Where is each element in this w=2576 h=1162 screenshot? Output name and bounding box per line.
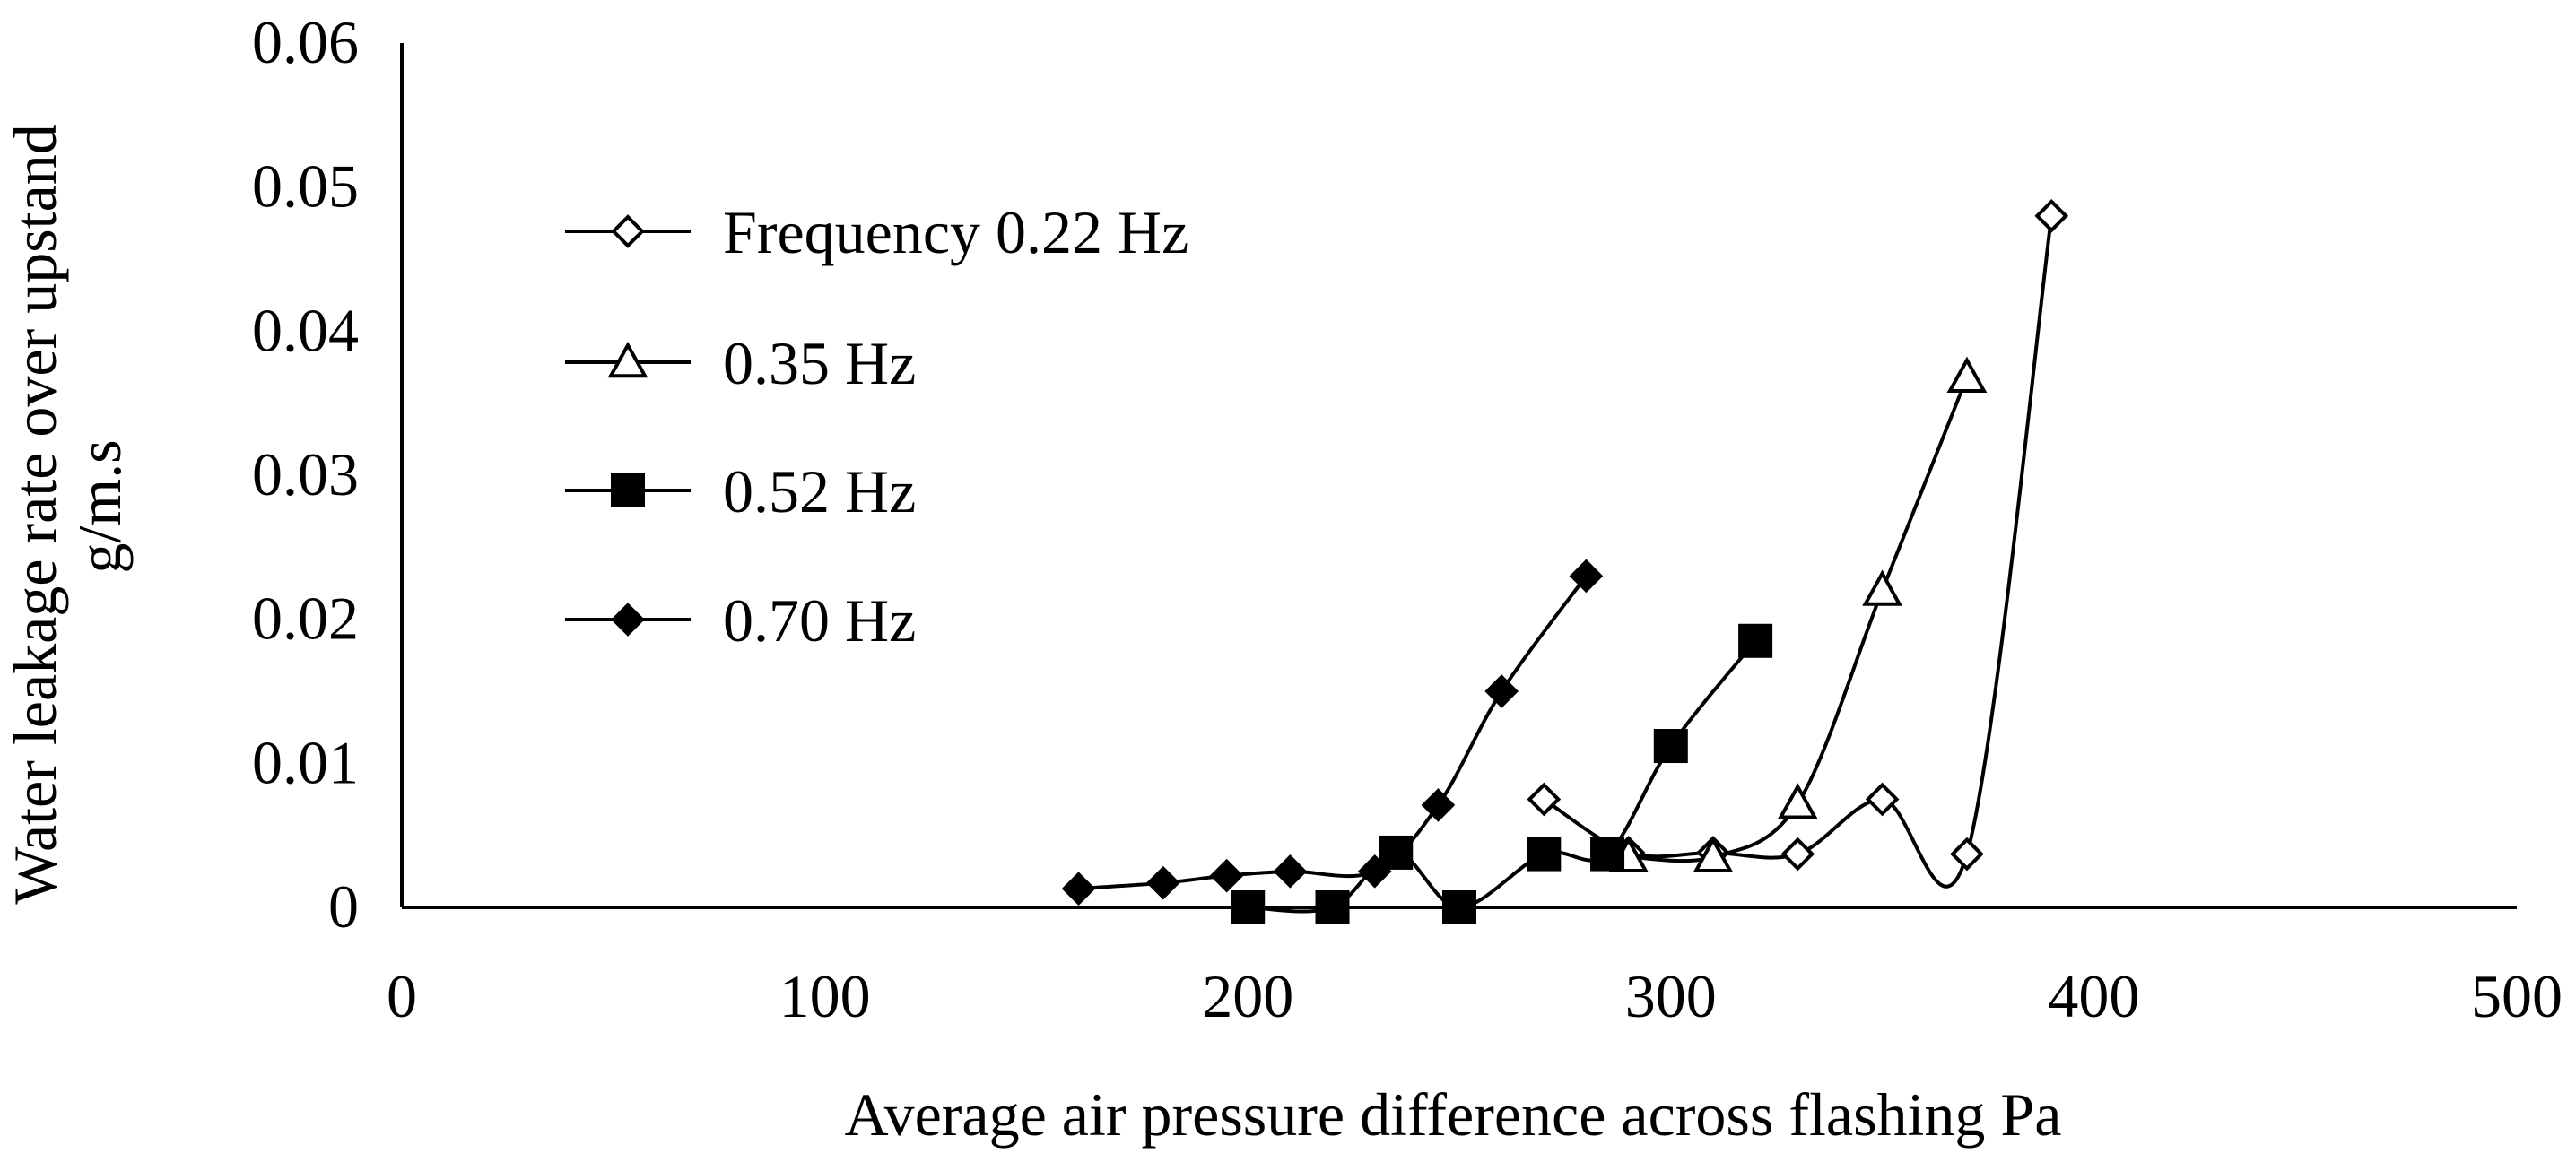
data-point — [1653, 729, 1688, 764]
data-point — [1862, 569, 1902, 606]
x-tick-label: 100 — [779, 962, 871, 1030]
legend-marker — [611, 473, 645, 507]
data-point — [1442, 890, 1476, 924]
data-point — [1209, 858, 1244, 893]
series-1 — [1527, 198, 2069, 889]
x-tick-label: 0 — [387, 962, 417, 1030]
y-axis-title-line-2: g/m.s — [65, 439, 134, 573]
data-point — [2034, 198, 2069, 233]
data-point — [1273, 854, 1308, 889]
y-tick-label: 0.05 — [252, 152, 359, 221]
series-line — [1078, 575, 1588, 891]
x-tick-label: 200 — [1202, 962, 1293, 1030]
data-point — [1865, 782, 1900, 817]
y-axis-title-line-1: Water leakage rate over upstand — [1, 124, 69, 905]
x-tick-label: 300 — [1625, 962, 1717, 1030]
data-point — [1946, 356, 1988, 393]
data-point — [1315, 890, 1350, 924]
data-point — [1484, 674, 1519, 708]
data-point — [1527, 782, 1562, 817]
x-tick-labels: 0 100 200 300 400 500 — [387, 962, 2563, 1030]
x-axis-title: Average air pressure difference across f… — [845, 1080, 2062, 1149]
y-tick-label: 0.04 — [252, 296, 359, 364]
data-point — [1777, 783, 1818, 819]
data-point — [1780, 837, 1815, 872]
legend-item: 0.52 Hz — [565, 457, 916, 525]
data-point — [1357, 854, 1392, 889]
data-point — [1590, 837, 1625, 872]
legend-label: 0.35 Hz — [723, 329, 916, 397]
data-point — [1421, 788, 1456, 822]
y-tick-labels: 0 0.01 0.02 0.03 0.04 0.05 0.06 — [252, 8, 359, 941]
data-point — [1146, 865, 1180, 900]
legend-item: Frequency 0.22 Hz — [565, 198, 1188, 266]
data-point — [1527, 837, 1562, 872]
y-tick-label: 0.01 — [252, 728, 359, 796]
data-point — [1738, 623, 1773, 658]
data-point — [1569, 559, 1604, 594]
axes — [400, 43, 2517, 909]
y-tick-label: 0.02 — [252, 585, 359, 653]
legend-label: 0.70 Hz — [723, 586, 916, 655]
legend-marker — [611, 214, 645, 248]
y-tick-label: 0 — [328, 872, 359, 941]
legend-item: 0.35 Hz — [565, 329, 916, 397]
y-tick-label: 0.06 — [252, 8, 359, 76]
legend-marker — [611, 603, 645, 637]
data-point — [1231, 890, 1266, 924]
data-point — [1950, 837, 1984, 872]
x-tick-label: 400 — [2048, 962, 2139, 1030]
legend-marker — [607, 341, 648, 378]
series-4 — [1061, 559, 1604, 906]
x-tick-label: 500 — [2471, 962, 2563, 1030]
legend-label: Frequency 0.22 Hz — [723, 198, 1188, 266]
series-layer — [1061, 198, 2069, 924]
y-axis-title: Water leakage rate over upstand g/m.s — [1, 108, 134, 905]
legend-label: 0.52 Hz — [723, 457, 916, 525]
series-2 — [1608, 356, 1988, 872]
series-3 — [1231, 623, 1773, 924]
data-point — [1379, 835, 1414, 870]
data-point — [1061, 872, 1096, 906]
data-point — [1693, 836, 1734, 872]
y-tick-label: 0.03 — [252, 440, 359, 508]
legend-item: 0.70 Hz — [565, 586, 916, 655]
legend: Frequency 0.22 Hz 0.35 Hz 0.52 Hz 0.70 Hz — [565, 198, 1188, 655]
